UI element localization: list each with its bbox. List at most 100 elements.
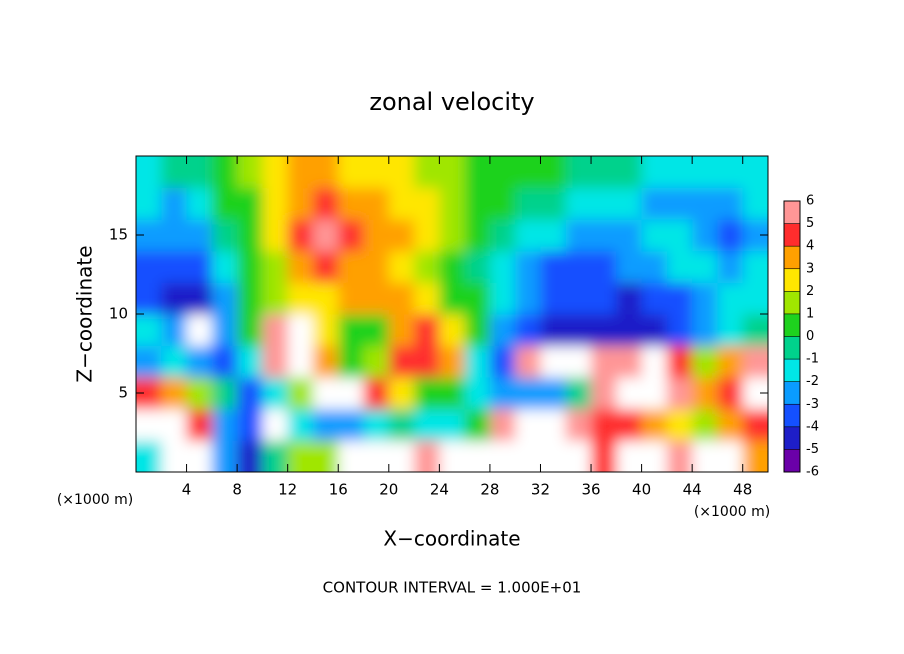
field-cell xyxy=(565,440,592,472)
field-cell xyxy=(717,314,744,347)
contour-note: CONTOUR INTERVAL = 1.000E+01 xyxy=(323,579,582,597)
field-cell xyxy=(666,187,693,220)
field-cell xyxy=(616,408,643,441)
field-cell xyxy=(161,408,188,441)
field-cell xyxy=(464,408,491,441)
colorbar-band xyxy=(784,223,800,247)
field-cell xyxy=(742,156,768,189)
field-cell xyxy=(388,314,415,347)
field-cell xyxy=(136,440,162,472)
field-cell xyxy=(287,219,314,252)
field-cell xyxy=(186,282,213,315)
field-cell xyxy=(489,345,516,378)
colorbar-label: -6 xyxy=(806,465,819,480)
field-cell xyxy=(540,219,567,252)
field-cell xyxy=(641,219,668,252)
field-cell xyxy=(717,250,744,283)
field-cell xyxy=(591,408,617,441)
field-cell xyxy=(237,440,263,472)
field-cell xyxy=(211,408,238,441)
field-cell xyxy=(742,440,768,472)
field-cell xyxy=(439,282,466,315)
field-cell xyxy=(692,440,718,472)
field-cell xyxy=(616,314,643,347)
field-cell xyxy=(161,187,188,220)
field-cell xyxy=(338,345,365,378)
field-cell xyxy=(616,282,643,315)
field-cell xyxy=(515,282,541,315)
field-cell xyxy=(666,250,693,283)
field-cell xyxy=(717,187,744,220)
field-cell xyxy=(161,282,188,315)
field-cell xyxy=(489,408,516,441)
field-cell xyxy=(540,345,567,378)
field-cell xyxy=(439,187,466,220)
field-cell xyxy=(388,440,415,472)
colorbar-band xyxy=(784,268,800,292)
field-cell xyxy=(591,377,617,410)
field-cell xyxy=(262,345,289,378)
field-cell xyxy=(136,377,162,410)
field-cell xyxy=(641,187,668,220)
x-tick-label: 24 xyxy=(430,481,449,499)
field-cell xyxy=(211,314,238,347)
field-cell xyxy=(312,250,339,283)
field-cell xyxy=(489,282,516,315)
field-cell xyxy=(237,282,263,315)
field-cell xyxy=(363,219,390,252)
field-cell xyxy=(666,156,693,189)
field-cell xyxy=(742,282,768,315)
field-cell xyxy=(211,282,238,315)
field-cell xyxy=(363,314,390,347)
field-cell xyxy=(414,282,440,315)
field-cell xyxy=(388,250,415,283)
field-cell xyxy=(464,219,491,252)
field-cell xyxy=(515,314,541,347)
field-cell xyxy=(717,156,744,189)
field-cell xyxy=(641,156,668,189)
field-cell xyxy=(591,282,617,315)
field-cell xyxy=(211,440,238,472)
field-cell xyxy=(136,408,162,441)
field-cell xyxy=(565,187,592,220)
field-cell xyxy=(616,377,643,410)
x-tick-label: 8 xyxy=(232,481,242,499)
field-cell xyxy=(489,440,516,472)
field-cell xyxy=(211,187,238,220)
field-cell xyxy=(211,377,238,410)
field-cell xyxy=(338,314,365,347)
field-cell xyxy=(692,156,718,189)
field-cell xyxy=(363,408,390,441)
field-cell xyxy=(388,282,415,315)
field-cell xyxy=(161,250,188,283)
field-cell xyxy=(186,314,213,347)
field-cell xyxy=(414,156,440,189)
field-cell xyxy=(464,345,491,378)
colorbar-band xyxy=(784,359,800,382)
field-cell xyxy=(692,377,718,410)
field-cell xyxy=(540,282,567,315)
field-cell xyxy=(591,440,617,472)
colorbar-band xyxy=(784,313,800,337)
field-cell xyxy=(464,377,491,410)
field-cell xyxy=(464,440,491,472)
colorbar-band xyxy=(784,336,800,360)
field-cell xyxy=(439,408,466,441)
field-cell xyxy=(540,187,567,220)
field-cell xyxy=(287,250,314,283)
field-cell xyxy=(136,345,162,378)
field-cell xyxy=(211,345,238,378)
field-cell xyxy=(565,156,592,189)
field-cell xyxy=(388,187,415,220)
field-cell xyxy=(692,345,718,378)
field-cell xyxy=(237,314,263,347)
field-cell xyxy=(591,345,617,378)
field-cell xyxy=(338,219,365,252)
field-cell xyxy=(161,440,188,472)
field-cell xyxy=(287,156,314,189)
field-cell xyxy=(262,408,289,441)
field-cell xyxy=(363,345,390,378)
field-cell xyxy=(262,156,289,189)
field-cell xyxy=(186,250,213,283)
field-cell xyxy=(186,377,213,410)
